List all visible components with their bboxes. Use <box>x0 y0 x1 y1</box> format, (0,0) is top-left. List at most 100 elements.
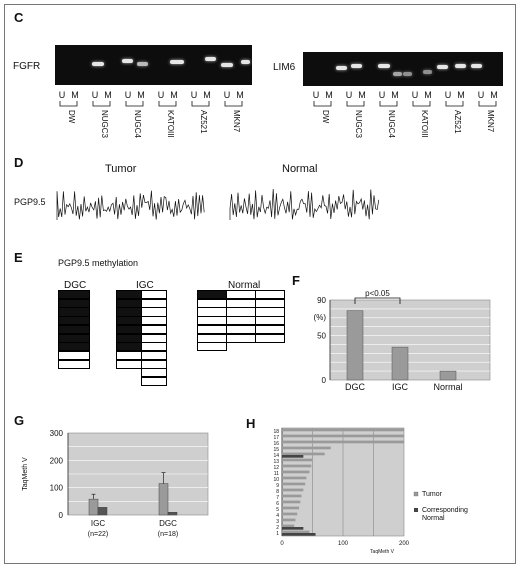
unmethylated-cell <box>141 290 167 300</box>
row-label: 8 <box>276 489 279 495</box>
unmethylated-cell <box>255 298 285 308</box>
lane-m-label: M <box>424 90 432 100</box>
legend-normal-label: Corresponding <box>422 507 468 514</box>
panel-c-label: C <box>14 10 24 25</box>
row-label: 12 <box>273 465 279 471</box>
tumor-bar <box>282 428 404 432</box>
lane-name-label: KATOIII <box>420 110 429 138</box>
dgc-group-label: DGC <box>64 280 87 291</box>
normal-bar <box>167 512 178 516</box>
lane-name-label: MKN7 <box>232 110 241 133</box>
row-label: 16 <box>273 441 279 447</box>
lane-u-label: U <box>158 90 165 100</box>
y-tick-label: 100 <box>50 484 64 493</box>
unmethylated-cell <box>141 377 167 387</box>
lane-bracket <box>346 101 365 107</box>
x-tick-label: DGC <box>345 382 366 390</box>
row-label: 10 <box>273 477 279 483</box>
lane-m-label: M <box>391 90 399 100</box>
figure-frame <box>4 4 516 564</box>
methylated-cell <box>58 298 90 308</box>
lim6-gel-image <box>303 52 503 86</box>
tumor-bar <box>158 483 169 516</box>
unmethylated-cell <box>141 298 167 308</box>
lane-u-label: U <box>191 90 198 100</box>
row-label: 1 <box>276 531 279 537</box>
tumor-bar <box>282 440 404 444</box>
sequencing-chromatogram <box>56 188 380 220</box>
lane-name-label: NUGC4 <box>387 110 396 139</box>
methylated-cell <box>58 342 90 352</box>
row-label: 14 <box>273 453 279 459</box>
lane-bracket <box>158 101 177 107</box>
normal-bar <box>97 507 108 516</box>
methylated-cell <box>58 316 90 326</box>
methylated-cell <box>58 333 90 343</box>
row-label: 17 <box>273 435 279 441</box>
lane-bracket <box>478 101 497 107</box>
y-tick-label: 90 <box>317 296 326 305</box>
lane-u-label: U <box>445 90 452 100</box>
normal-label: Normal <box>282 163 318 175</box>
tumor-bar <box>88 498 99 516</box>
tumor-bar <box>282 512 298 516</box>
panel-d-label: D <box>14 155 24 170</box>
chart-f: 0 50 90 (%) DGC IGC Normal p<0.05 <box>314 290 491 390</box>
unmethylated-cell <box>255 290 285 300</box>
lane-bracket <box>224 101 243 107</box>
row-label: 4 <box>276 513 279 519</box>
tumor-bar <box>282 464 312 468</box>
lim6-label: LIM6 <box>273 62 296 73</box>
bar-dgc <box>346 310 364 381</box>
lane-u-label: U <box>92 90 99 100</box>
unmethylated-cell <box>141 324 167 334</box>
lane-m-label: M <box>170 90 178 100</box>
tumor-bar <box>282 482 306 486</box>
tumor-label: Tumor <box>105 163 137 175</box>
igc-group-label: IGC <box>136 280 154 291</box>
row-label: 9 <box>276 483 279 489</box>
legend-normal-swatch <box>414 508 418 512</box>
legend-tumor-swatch <box>413 491 419 497</box>
unmethylated-cell <box>141 359 167 369</box>
methylation-title: PGP9.5 methylation <box>58 258 139 268</box>
fgfr-gel-image <box>55 45 252 85</box>
unmethylated-cell <box>58 359 90 369</box>
row-label: 18 <box>273 429 279 435</box>
x-n-label: (n=18) <box>158 531 178 538</box>
lane-m-label: M <box>71 90 79 100</box>
normal-bar <box>282 455 304 458</box>
unmethylated-cell <box>255 333 285 343</box>
legend-normal-label-2: Normal <box>422 515 445 522</box>
lane-m-label: M <box>490 90 498 100</box>
panel-g-label: G <box>14 413 25 428</box>
row-label: 3 <box>276 519 279 525</box>
significance-bracket <box>354 297 401 304</box>
unmethylated-cell <box>141 307 167 317</box>
lane-u-label: U <box>313 90 320 100</box>
unmethylated-cell <box>255 307 285 317</box>
unmethylated-cell <box>58 350 90 361</box>
lane-m-label: M <box>137 90 145 100</box>
y-tick-label: 0 <box>59 511 64 520</box>
tumor-bar <box>282 530 310 534</box>
fgfr-label: FGFR <box>13 61 41 72</box>
lane-bracket <box>191 101 210 107</box>
unmethylated-cell <box>197 342 227 352</box>
methylated-cell <box>58 290 90 300</box>
lane-u-label: U <box>125 90 132 100</box>
row-label: 15 <box>273 447 279 453</box>
lane-u-label: U <box>412 90 419 100</box>
unmethylated-cell <box>255 324 285 334</box>
lane-name-label: DW <box>67 110 76 124</box>
tumor-bar <box>282 458 313 462</box>
x-tick-label: IGC <box>91 519 105 528</box>
unmethylated-cell <box>116 359 142 369</box>
unmethylated-cell <box>141 350 167 361</box>
x-tick-label: IGC <box>392 382 409 390</box>
x-tick-label: 100 <box>338 541 349 547</box>
y-tick-label: 200 <box>50 456 64 465</box>
tumor-bar <box>282 524 295 528</box>
lane-u-label: U <box>478 90 485 100</box>
lane-name-label: NUGC3 <box>354 110 363 139</box>
